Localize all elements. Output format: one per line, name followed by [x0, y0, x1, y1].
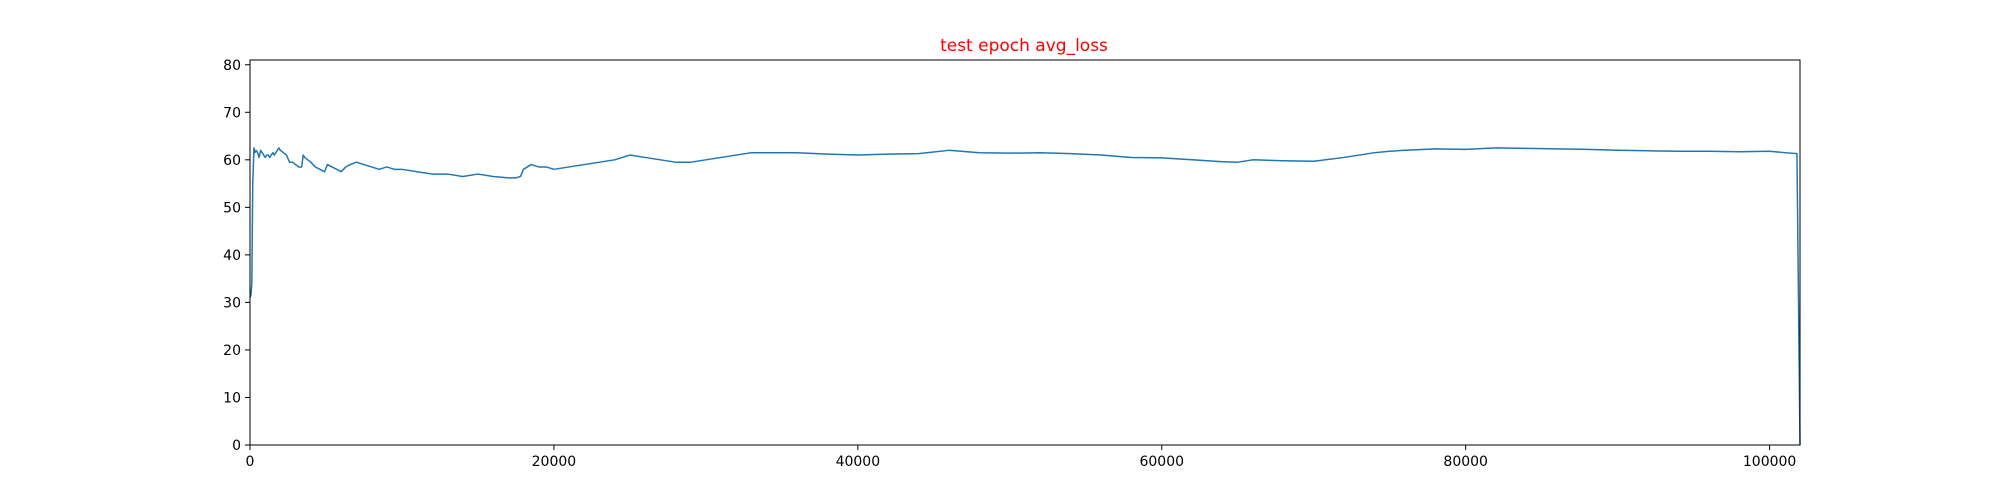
series-line-0 [249, 147, 1801, 446]
x-tick-label: 100000 [1743, 454, 1796, 470]
x-tick-label: 0 [246, 454, 255, 470]
chart-title: test epoch avg_loss [940, 36, 1108, 56]
x-tick-label: 60000 [1139, 454, 1184, 470]
x-tick-label: 80000 [1443, 454, 1488, 470]
y-tick-label: 0 [232, 438, 241, 454]
y-tick-label: 50 [223, 200, 241, 216]
y-tick-label: 10 [223, 390, 241, 406]
y-axis: 0 10 20 30 40 50 60 70 80 [223, 58, 250, 454]
y-tick-label: 40 [223, 248, 241, 264]
x-tick-label: 40000 [836, 454, 881, 470]
y-tick-label: 60 [223, 153, 241, 169]
plot-frame [249, 59, 1801, 446]
y-tick-label: 30 [223, 295, 241, 311]
x-tick-label: 20000 [532, 454, 577, 470]
y-tick-label: 20 [223, 343, 241, 359]
plot-area [249, 147, 1801, 446]
y-tick-label: 80 [223, 58, 241, 74]
x-axis: 0 20000 40000 60000 80000 100000 [246, 445, 1796, 470]
y-tick-label: 70 [223, 105, 241, 121]
